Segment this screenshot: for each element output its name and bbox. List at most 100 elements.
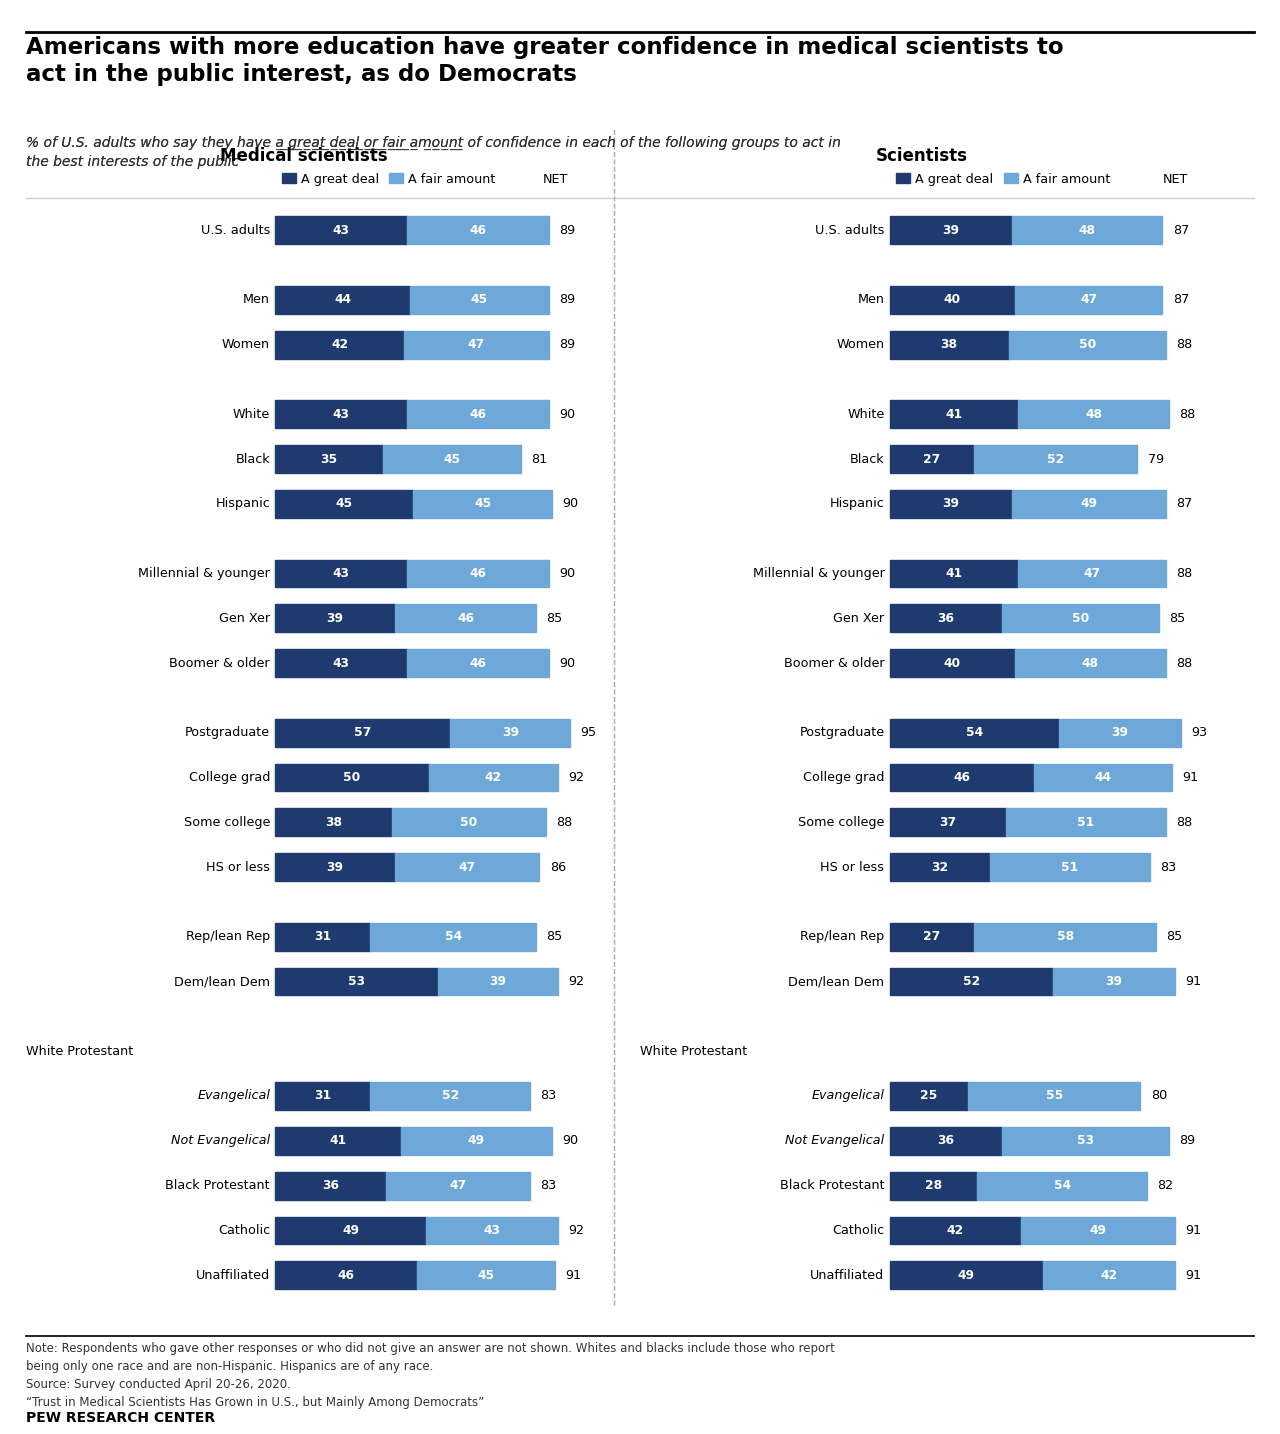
- Text: 45: 45: [443, 453, 461, 466]
- Text: 39: 39: [489, 975, 507, 988]
- Text: Medical scientists: Medical scientists: [220, 146, 388, 165]
- Text: 83: 83: [540, 1090, 557, 1103]
- Text: Dem/lean Dem: Dem/lean Dem: [788, 975, 884, 988]
- Text: Black Protestant: Black Protestant: [780, 1179, 884, 1192]
- Text: HS or less: HS or less: [206, 860, 270, 873]
- Text: 27: 27: [923, 931, 941, 944]
- Text: 51: 51: [1061, 860, 1079, 873]
- Text: 46: 46: [470, 407, 486, 420]
- Text: 83: 83: [1160, 860, 1176, 873]
- Text: White Protestant: White Protestant: [640, 1044, 748, 1058]
- Text: 45: 45: [474, 498, 492, 511]
- Text: Hispanic: Hispanic: [829, 498, 884, 511]
- Text: Postgraduate: Postgraduate: [184, 726, 270, 739]
- Text: 42: 42: [485, 771, 502, 784]
- Text: 88: 88: [1179, 407, 1196, 420]
- Text: 51: 51: [1076, 816, 1094, 829]
- Text: Hispanic: Hispanic: [215, 498, 270, 511]
- Text: 85: 85: [1166, 931, 1183, 944]
- Text: 39: 39: [1111, 726, 1129, 739]
- Text: 46: 46: [457, 612, 474, 625]
- Text: 90: 90: [559, 407, 575, 420]
- Text: 31: 31: [315, 931, 332, 944]
- Text: Not Evangelical: Not Evangelical: [172, 1134, 270, 1147]
- Text: Black: Black: [236, 453, 270, 466]
- Text: 35: 35: [320, 453, 338, 466]
- Text: White: White: [847, 407, 884, 420]
- Text: 92: 92: [568, 975, 584, 988]
- Text: % of U.S. adults who say they have a great deal or fair amount of confidence in : % of U.S. adults who say they have a gre…: [26, 136, 841, 169]
- Text: Evangelical: Evangelical: [197, 1090, 270, 1103]
- Text: Unaffiliated: Unaffiliated: [196, 1269, 270, 1282]
- Text: Unaffiliated: Unaffiliated: [810, 1269, 884, 1282]
- Text: 47: 47: [458, 860, 476, 873]
- Text: 46: 46: [954, 771, 970, 784]
- Text: 43: 43: [333, 657, 349, 670]
- Text: 31: 31: [315, 1090, 332, 1103]
- Text: 91: 91: [1185, 1225, 1202, 1238]
- Text: Some college: Some college: [799, 816, 884, 829]
- Text: Boomer & older: Boomer & older: [783, 657, 884, 670]
- Text: 88: 88: [1176, 657, 1192, 670]
- Text: College grad: College grad: [803, 771, 884, 784]
- Text: 90: 90: [559, 657, 575, 670]
- Text: 89: 89: [559, 294, 575, 307]
- Text: 50: 50: [343, 771, 361, 784]
- Text: 47: 47: [449, 1179, 466, 1192]
- Text: 50: 50: [1073, 612, 1089, 625]
- Text: 53: 53: [348, 975, 365, 988]
- Text: 39: 39: [502, 726, 518, 739]
- Text: 85: 85: [547, 931, 563, 944]
- Text: 28: 28: [925, 1179, 942, 1192]
- Text: Some college: Some college: [184, 816, 270, 829]
- Text: Millennial & younger: Millennial & younger: [138, 566, 270, 579]
- Text: 27: 27: [923, 453, 941, 466]
- Text: Dem/lean Dem: Dem/lean Dem: [174, 975, 270, 988]
- Text: 52: 52: [963, 975, 979, 988]
- Text: 40: 40: [943, 294, 961, 307]
- Text: 50: 50: [1079, 338, 1096, 351]
- Text: Gen Xer: Gen Xer: [219, 612, 270, 625]
- Text: 42: 42: [1101, 1269, 1117, 1282]
- Text: 89: 89: [559, 224, 575, 237]
- Text: 91: 91: [1185, 975, 1202, 988]
- Text: Americans with more education have greater confidence in medical scientists to
a: Americans with more education have great…: [26, 36, 1064, 86]
- Text: White Protestant: White Protestant: [26, 1044, 133, 1058]
- Text: 46: 46: [470, 657, 486, 670]
- Text: Rep/lean Rep: Rep/lean Rep: [186, 931, 270, 944]
- Text: Scientists: Scientists: [876, 146, 968, 165]
- Text: 91: 91: [1185, 1269, 1202, 1282]
- Text: 48: 48: [1082, 657, 1098, 670]
- Text: 91: 91: [564, 1269, 581, 1282]
- Text: 36: 36: [323, 1179, 339, 1192]
- Text: Gen Xer: Gen Xer: [833, 612, 884, 625]
- Text: Catholic: Catholic: [832, 1225, 884, 1238]
- Text: 57: 57: [355, 726, 371, 739]
- Text: 86: 86: [549, 860, 566, 873]
- Text: Note: Respondents who gave other responses or who did not give an answer are not: Note: Respondents who gave other respons…: [26, 1342, 835, 1410]
- Text: 55: 55: [1046, 1090, 1062, 1103]
- Text: Catholic: Catholic: [218, 1225, 270, 1238]
- Text: 47: 47: [1083, 566, 1101, 579]
- Text: 49: 49: [342, 1225, 358, 1238]
- Text: 39: 39: [1106, 975, 1123, 988]
- Text: 46: 46: [470, 224, 486, 237]
- Text: 93: 93: [1192, 726, 1207, 739]
- Text: Black: Black: [850, 453, 884, 466]
- Text: 41: 41: [946, 407, 963, 420]
- Text: 58: 58: [1057, 931, 1074, 944]
- Text: 48: 48: [1085, 407, 1102, 420]
- Text: 81: 81: [531, 453, 548, 466]
- Text: Women: Women: [836, 338, 884, 351]
- Text: Evangelical: Evangelical: [812, 1090, 884, 1103]
- Text: 82: 82: [1157, 1179, 1172, 1192]
- Text: 45: 45: [471, 294, 488, 307]
- Text: 88: 88: [1176, 816, 1192, 829]
- Text: % of U.S. adults who say they have a̲ ̲g̲r̲e̲a̲t̲ ̲d̲e̲a̲l̲ ̲o̲r̲ ̲f̲a̲i̲r̲ ̲a̲m: % of U.S. adults who say they have a̲ ̲g…: [26, 136, 841, 169]
- Text: 41: 41: [330, 1134, 347, 1147]
- Text: 46: 46: [470, 566, 486, 579]
- Text: NET: NET: [543, 172, 568, 186]
- Text: White: White: [233, 407, 270, 420]
- Text: 52: 52: [442, 1090, 460, 1103]
- Text: 44: 44: [334, 294, 351, 307]
